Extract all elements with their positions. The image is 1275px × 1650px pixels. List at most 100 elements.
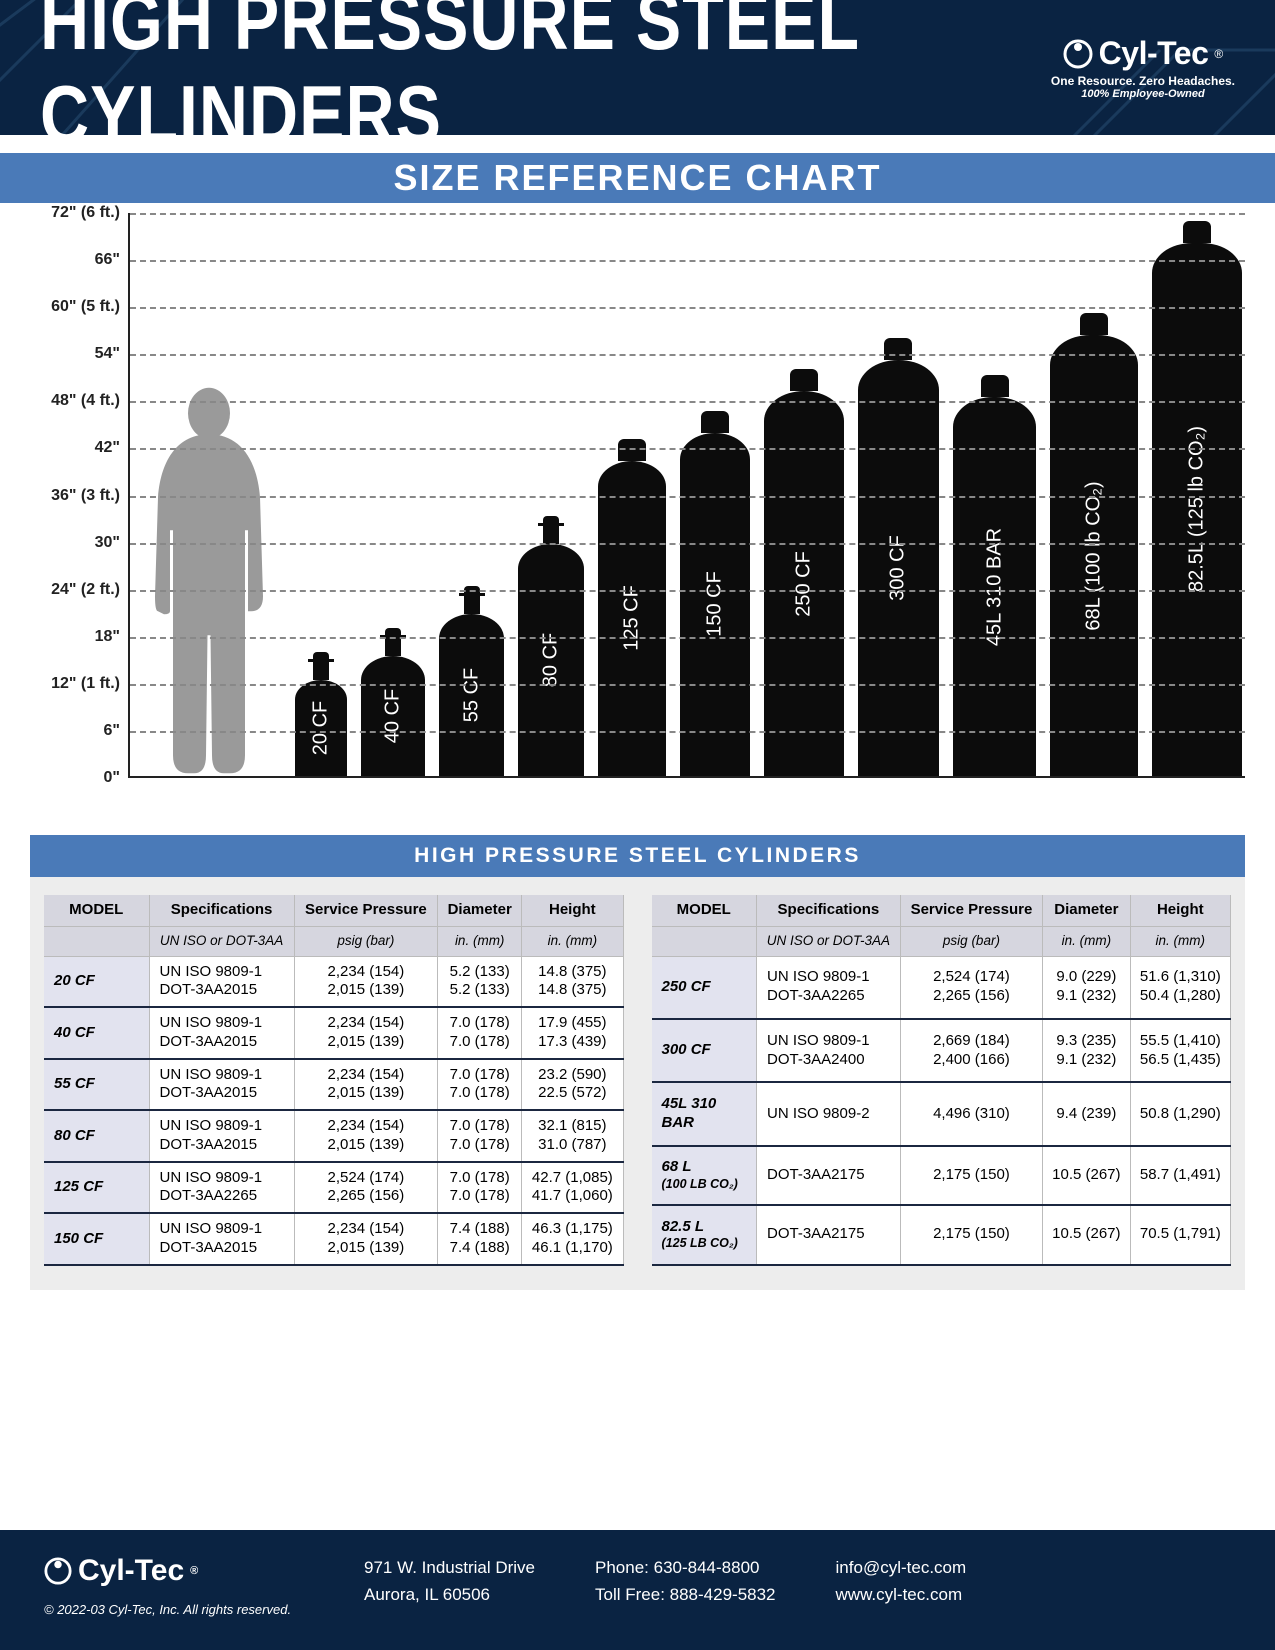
cell-diameter: 9.4 (239)	[1043, 1082, 1131, 1145]
cylinder-label: 68L (100 lb CO₂)	[1083, 481, 1106, 630]
footer-phones: Phone: 630-844-8800 Toll Free: 888-429-5…	[595, 1554, 776, 1608]
cell-pressure: 2,524 (174)2,265 (156)	[900, 956, 1042, 1019]
y-tick-label: 24" (2 ft.)	[51, 581, 120, 599]
y-tick-label: 30"	[95, 534, 120, 552]
cell-spec: UN ISO 9809-1DOT-3AA2015	[149, 1059, 294, 1111]
y-tick-label: 18"	[95, 628, 120, 646]
cylinder: 45L 310 BAR	[953, 397, 1036, 776]
y-tick-label: 12" (1 ft.)	[51, 675, 120, 693]
col-header: Diameter	[438, 895, 522, 926]
col-units	[44, 926, 149, 956]
gridline	[130, 496, 1245, 498]
y-tick-label: 72" (6 ft.)	[51, 204, 120, 222]
cell-diameter: 7.4 (188)7.4 (188)	[438, 1213, 522, 1265]
cell-pressure: 2,234 (154)2,015 (139)	[294, 1110, 438, 1162]
cell-height: 32.1 (815)31.0 (787)	[522, 1110, 623, 1162]
gridline	[130, 731, 1245, 733]
spec-table-left: MODELSpecificationsService PressureDiame…	[44, 895, 624, 1266]
cell-pressure: 2,175 (150)	[900, 1205, 1042, 1265]
cell-spec: UN ISO 9809-1DOT-3AA2015	[149, 1110, 294, 1162]
col-units: psig (bar)	[900, 926, 1042, 956]
col-units	[652, 926, 757, 956]
cylinder-label: 80 CF	[540, 633, 563, 687]
cell-spec: DOT-3AA2175	[757, 1205, 901, 1265]
gridline	[130, 543, 1245, 545]
chart-plot-area: 20 CF 40 CF 55 CF 80 CF 125 CF 150 CF 250 CF 30…	[128, 213, 1245, 778]
person-silhouette-slot	[134, 213, 284, 776]
cell-pressure: 2,234 (154)2,015 (139)	[294, 956, 438, 1007]
cell-diameter: 10.5 (267)	[1043, 1146, 1131, 1206]
cylinder-label: 45L 310 BAR	[983, 528, 1006, 646]
cell-model: 68 L(100 LB CO₂)	[652, 1146, 757, 1206]
cell-height: 17.9 (455)17.3 (439)	[522, 1007, 623, 1059]
cell-height: 51.6 (1,310)50.4 (1,280)	[1130, 956, 1230, 1019]
cell-spec: UN ISO 9809-1DOT-3AA2015	[149, 1007, 294, 1059]
col-header: MODEL	[44, 895, 149, 926]
footer-phone: Phone: 630-844-8800	[595, 1554, 776, 1581]
gridline	[130, 684, 1245, 686]
spec-tables-area: MODELSpecificationsService PressureDiame…	[30, 877, 1245, 1290]
cell-diameter: 7.0 (178)7.0 (178)	[438, 1110, 522, 1162]
footer-links: info@cyl-tec.com www.cyl-tec.com	[836, 1554, 967, 1608]
cylinder: 40 CF	[361, 656, 425, 776]
gridline	[130, 213, 1245, 215]
cylinder: 300 CF	[858, 360, 939, 776]
cell-height: 46.3 (1,175)46.1 (1,170)	[522, 1213, 623, 1265]
spec-table-right: MODELSpecificationsService PressureDiame…	[652, 895, 1232, 1266]
col-header: MODEL	[652, 895, 757, 926]
col-header: Diameter	[1043, 895, 1131, 926]
footer-address: 971 W. Industrial Drive Aurora, IL 60506	[364, 1554, 535, 1608]
cell-pressure: 2,175 (150)	[900, 1146, 1042, 1206]
cell-model: 82.5 L(125 LB CO₂)	[652, 1205, 757, 1265]
cylinder-label: 125 CF	[620, 586, 643, 652]
cell-height: 42.7 (1,085)41.7 (1,060)	[522, 1162, 623, 1214]
cell-model: 20 CF	[44, 956, 149, 1007]
size-reference-chart: 72" (6 ft.)66"60" (5 ft.)54"48" (4 ft.)4…	[0, 203, 1275, 813]
cell-diameter: 7.0 (178)7.0 (178)	[438, 1162, 522, 1214]
col-header: Service Pressure	[294, 895, 438, 926]
cell-spec: UN ISO 9809-1DOT-3AA2265	[757, 956, 901, 1019]
cylinder: 150 CF	[680, 433, 751, 776]
cell-pressure: 4,496 (310)	[900, 1082, 1042, 1145]
cylinder: 80 CF	[518, 544, 584, 776]
footer-tollfree: Toll Free: 888-429-5832	[595, 1581, 776, 1608]
cell-spec: DOT-3AA2175	[757, 1146, 901, 1206]
col-header: Specifications	[149, 895, 294, 926]
cylinder-label: 150 CF	[703, 572, 726, 638]
cyltec-mark-icon	[44, 1557, 72, 1585]
cell-diameter: 5.2 (133)5.2 (133)	[438, 956, 522, 1007]
cell-diameter: 9.0 (229)9.1 (232)	[1043, 956, 1131, 1019]
cell-spec: UN ISO 9809-2	[757, 1082, 901, 1145]
tables-title-bar: HIGH PRESSURE STEEL CYLINDERS	[30, 835, 1245, 877]
cylinder-label: 55 CF	[460, 668, 483, 722]
cylinder-label: 250 CF	[793, 551, 816, 617]
cell-pressure: 2,524 (174)2,265 (156)	[294, 1162, 438, 1214]
chart-title-bar: SIZE REFERENCE CHART	[0, 153, 1275, 203]
cell-pressure: 2,234 (154)2,015 (139)	[294, 1059, 438, 1111]
col-units: in. (mm)	[522, 926, 623, 956]
gridline	[130, 637, 1245, 639]
cell-spec: UN ISO 9809-1DOT-3AA2400	[757, 1019, 901, 1082]
cell-pressure: 2,234 (154)2,015 (139)	[294, 1213, 438, 1265]
cell-pressure: 2,234 (154)2,015 (139)	[294, 1007, 438, 1059]
gridline	[130, 354, 1245, 356]
col-units: in. (mm)	[1130, 926, 1230, 956]
brand-logo: Cyl-Tec® One Resource. Zero Headaches. 1…	[1051, 35, 1235, 100]
y-tick-label: 6"	[104, 722, 120, 740]
col-header: Specifications	[757, 895, 901, 926]
cylinder: 20 CF	[295, 680, 347, 776]
cell-height: 70.5 (1,791)	[1130, 1205, 1230, 1265]
cell-height: 50.8 (1,290)	[1130, 1082, 1230, 1145]
chart-y-axis: 72" (6 ft.)66"60" (5 ft.)54"48" (4 ft.)4…	[30, 213, 128, 778]
cell-pressure: 2,669 (184)2,400 (166)	[900, 1019, 1042, 1082]
cylinder-label: 40 CF	[381, 689, 404, 743]
footer-addr-line1: 971 W. Industrial Drive	[364, 1554, 535, 1581]
cell-height: 55.5 (1,410)56.5 (1,435)	[1130, 1019, 1230, 1082]
footer-copyright: © 2022-03 Cyl-Tec, Inc. All rights reser…	[44, 1602, 304, 1617]
y-tick-label: 36" (3 ft.)	[51, 487, 120, 505]
footer-brand-name: Cyl-Tec	[78, 1554, 184, 1588]
cylinder-row: 20 CF 40 CF 55 CF 80 CF 125 CF 150 CF 250 CF 30…	[130, 213, 1245, 776]
cell-model: 125 CF	[44, 1162, 149, 1214]
y-tick-label: 54"	[95, 345, 120, 363]
cylinder: 125 CF	[598, 461, 665, 776]
